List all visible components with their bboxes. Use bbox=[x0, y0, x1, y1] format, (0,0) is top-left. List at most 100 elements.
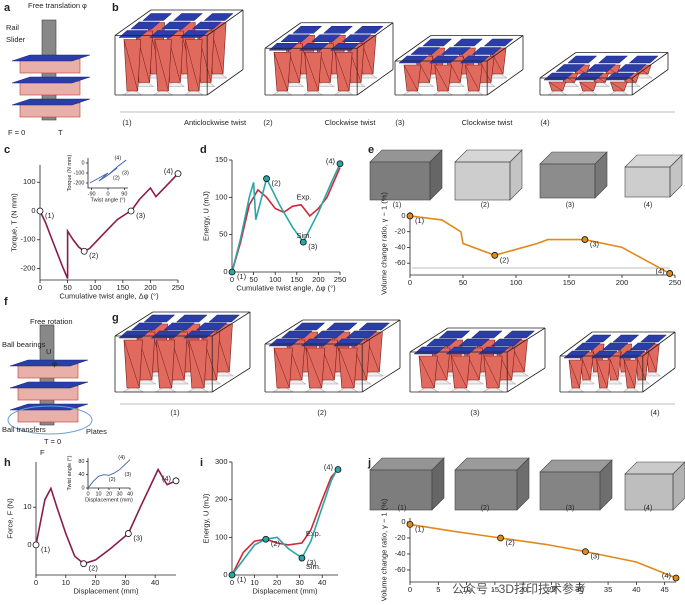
label: (2) bbox=[317, 408, 327, 417]
marker bbox=[263, 175, 270, 183]
lattice-part bbox=[154, 39, 172, 92]
lattice-part bbox=[123, 39, 142, 92]
lattice-part bbox=[483, 355, 503, 389]
lattice-edge bbox=[394, 35, 432, 62]
cube-side bbox=[599, 459, 613, 511]
lattice-edge bbox=[264, 319, 304, 345]
lattice-part bbox=[362, 369, 385, 377]
lattice-strut bbox=[465, 64, 480, 92]
series-line bbox=[39, 173, 179, 279]
lattice-illustration bbox=[539, 52, 669, 96]
x-tick-label: 250 bbox=[334, 275, 347, 284]
marker-label: (4) bbox=[662, 571, 672, 580]
marker bbox=[497, 534, 504, 542]
lattice-edge bbox=[206, 9, 244, 36]
label: (1) bbox=[393, 202, 402, 209]
x-tick-label: 150 bbox=[117, 283, 130, 292]
lattice-part bbox=[441, 47, 472, 55]
y-tick-label: -40 bbox=[395, 549, 406, 558]
lattice-part bbox=[429, 377, 452, 385]
label: T = 0 bbox=[44, 437, 61, 446]
lattice-part bbox=[643, 369, 662, 377]
lattice-part bbox=[353, 26, 384, 34]
x-tick-label: 0 bbox=[230, 275, 234, 284]
x-tick-label: 150 bbox=[291, 275, 304, 284]
device-plate bbox=[9, 381, 89, 389]
panel-letter: c bbox=[4, 144, 10, 156]
panel-letter: a bbox=[4, 2, 11, 14]
lattice-part bbox=[345, 330, 378, 339]
lattice-part bbox=[586, 64, 617, 72]
lattice-part bbox=[597, 55, 628, 64]
x-tick-label: 100 bbox=[89, 283, 102, 292]
lattice-part bbox=[555, 64, 586, 72]
lattice-part bbox=[494, 377, 517, 385]
lattice-edge bbox=[631, 52, 669, 79]
lattice-part bbox=[584, 334, 612, 343]
lattice-strut bbox=[568, 359, 580, 389]
x-tick-label: 20 bbox=[519, 585, 527, 594]
lattice-part bbox=[601, 342, 629, 351]
cube-side bbox=[509, 149, 523, 201]
lattice-part bbox=[349, 377, 372, 385]
label: F = 0 bbox=[8, 128, 25, 137]
device-base bbox=[7, 405, 93, 435]
marker-label: (3) bbox=[133, 534, 143, 543]
lattice-strut bbox=[185, 39, 200, 92]
x-tick-label: 200 bbox=[312, 275, 325, 284]
cube-top bbox=[369, 149, 443, 163]
x-axis-label: Twist angle (°) bbox=[91, 198, 126, 204]
cube-front bbox=[539, 471, 601, 511]
lattice-part bbox=[161, 21, 192, 30]
lattice-part bbox=[425, 338, 458, 347]
lattice-edge bbox=[211, 311, 251, 337]
lattice-edge bbox=[539, 52, 577, 79]
lattice-part bbox=[633, 377, 651, 385]
lattice-part bbox=[422, 38, 453, 47]
lattice-strut bbox=[304, 52, 319, 92]
cube-side bbox=[431, 457, 445, 511]
y-tick-label: 0 bbox=[81, 160, 84, 166]
marker bbox=[80, 247, 88, 255]
label: Clockwise twist bbox=[325, 118, 377, 127]
x-tick-label: 0 bbox=[38, 283, 42, 292]
marker-label: (4) bbox=[114, 155, 121, 161]
axis bbox=[35, 462, 176, 576]
lattice-part bbox=[203, 13, 234, 21]
x-tick-label: 30 bbox=[576, 585, 584, 594]
y-tick-label: 40 bbox=[78, 472, 84, 478]
lattice-part bbox=[414, 80, 435, 87]
y-axis-label: Volume change ratio, γ − 1 (%) bbox=[379, 192, 388, 295]
x-tick-label: 30 bbox=[295, 578, 303, 587]
lattice-part bbox=[470, 330, 503, 339]
lattice-strut bbox=[335, 52, 350, 92]
lattice-part bbox=[280, 34, 311, 42]
lattice-strut bbox=[579, 81, 594, 92]
lattice-part bbox=[175, 314, 208, 323]
x-tick-label: 0 bbox=[106, 191, 109, 197]
lattice-part bbox=[199, 377, 222, 385]
lattice-part bbox=[280, 330, 313, 339]
lattice-part bbox=[293, 322, 326, 331]
marker-label: (2) bbox=[500, 255, 510, 264]
cube-side bbox=[669, 154, 683, 198]
y-tick-label: 300 bbox=[215, 457, 228, 466]
label: T bbox=[58, 128, 63, 137]
lattice-part bbox=[483, 38, 514, 47]
label: Free translation bbox=[28, 1, 80, 10]
lattice-part bbox=[452, 38, 483, 47]
marker-label: (3) bbox=[590, 552, 600, 561]
lattice-illustration bbox=[264, 22, 394, 96]
y-tick-label: 100 bbox=[23, 177, 36, 186]
y-tick-label: 0 bbox=[31, 206, 35, 215]
lattice-part bbox=[471, 47, 502, 55]
lattice-part bbox=[487, 71, 508, 79]
marker-label: (1) bbox=[415, 216, 425, 225]
lattice-strut bbox=[188, 339, 205, 389]
x-tick-label: 10 bbox=[95, 491, 101, 497]
lattice-part bbox=[130, 21, 161, 30]
lattice-part bbox=[418, 355, 438, 389]
y-tick-label: -100 bbox=[20, 235, 35, 244]
x-tick-label: 0 bbox=[408, 278, 412, 287]
series-line bbox=[35, 467, 177, 565]
